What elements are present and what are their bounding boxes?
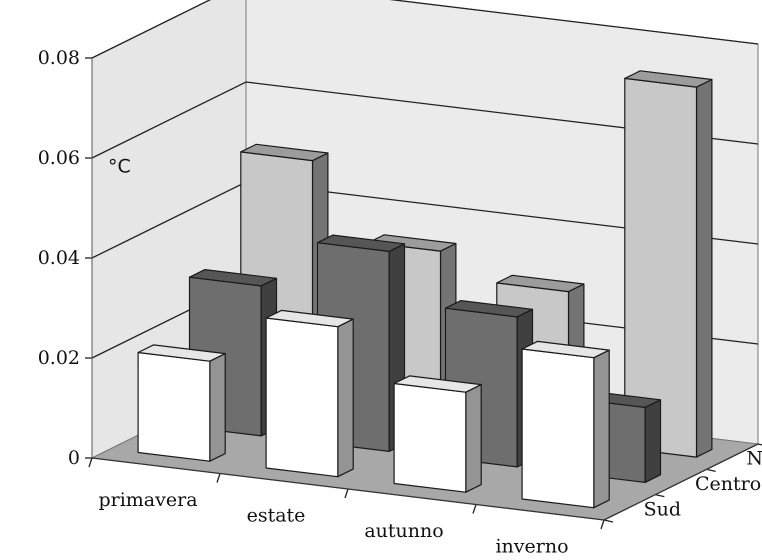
bar-top (496, 274, 585, 293)
gridline-3 (91, 81, 759, 159)
series-label-Centro: Centro (695, 473, 761, 495)
bar-top (368, 234, 457, 252)
bar-Nord-inverno (624, 70, 713, 458)
depth-axis-line (603, 443, 759, 521)
bar-Sud-inverno (521, 340, 610, 509)
series-label-Nord: Nord (746, 448, 762, 470)
bar-top (444, 300, 534, 318)
bar-side (593, 349, 610, 509)
bar-side (337, 318, 354, 478)
bar-front (137, 351, 211, 462)
bar-front (521, 348, 595, 509)
bar-top (188, 269, 278, 287)
bar-top (521, 340, 610, 359)
y-tick-label-3: 0.06 (38, 147, 80, 169)
bar-top (624, 70, 713, 88)
y-tick-label-2: 0.04 (38, 247, 80, 269)
bar-side (695, 78, 713, 458)
x-tick-label-primavera: primavera (98, 489, 197, 511)
gridline-4 (91, 0, 759, 59)
bar-top (265, 309, 354, 328)
bar-side (465, 384, 482, 493)
series-label-Sud: Sud (644, 498, 681, 520)
bar-side (644, 399, 662, 483)
x-tick-mark-4 (600, 519, 605, 530)
x-tick-label-autunno: autunno (364, 520, 443, 542)
depth-tick-mark-1 (655, 494, 665, 498)
bar-top (137, 344, 226, 362)
bar-Sud-estate (265, 309, 354, 478)
x-tick-label-estate: estate (247, 504, 306, 526)
bar-top (393, 375, 482, 393)
x-tick-mark-1 (216, 473, 221, 483)
bar-front (265, 317, 339, 478)
y-tick-label-1: 0.02 (38, 347, 80, 369)
depth-tick-mark-2 (706, 468, 716, 472)
y-tick-label-0: 0 (68, 447, 80, 469)
bar-top (240, 143, 329, 162)
y-axis-label: °C (108, 156, 131, 178)
bar-Sud-primavera (137, 344, 226, 462)
depth-tick-mark-3 (757, 443, 762, 446)
x-tick-mark-3 (472, 504, 477, 514)
bar-side (209, 353, 226, 462)
x-tick-mark-0 (88, 457, 93, 468)
x-tick-label-inverno: inverno (495, 535, 568, 557)
bar-front (393, 382, 467, 493)
depth-tick-mark-0 (603, 519, 614, 523)
x-axis-line (91, 457, 605, 521)
y-tick-label-4: 0.08 (38, 47, 80, 69)
bar-Sud-autunno (393, 375, 482, 493)
bar-top (316, 234, 406, 252)
x-tick-mark-2 (344, 488, 349, 499)
